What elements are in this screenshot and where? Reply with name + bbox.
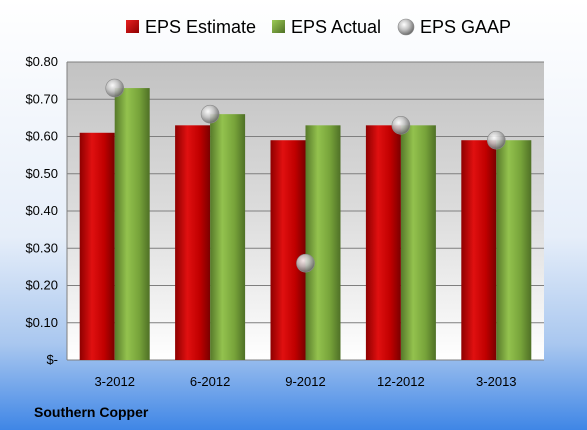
x-tick-label: 9-2012 [285, 374, 325, 389]
legend-label-gaap: EPS GAAP [420, 17, 511, 37]
bar-eps-estimate [175, 125, 211, 360]
legend: EPS Estimate EPS Actual EPS GAAP [126, 17, 511, 37]
y-tick-label: $0.30 [25, 240, 58, 255]
bar-eps-estimate [270, 140, 306, 360]
x-axis-ticks: 3-2012 6-2012 9-2012 12-2012 3-2013 [94, 374, 516, 389]
y-tick-label: $0.20 [25, 278, 58, 293]
x-tick-label: 3-2013 [476, 374, 516, 389]
point-eps-gaap [200, 104, 220, 124]
point-eps-gaap [486, 130, 506, 150]
bar-eps-estimate [365, 125, 401, 360]
x-tick-label: 6-2012 [190, 374, 230, 389]
bar-eps-estimate [461, 140, 497, 360]
y-tick-label: $0.70 [25, 91, 58, 106]
point-eps-gaap [296, 253, 315, 273]
y-tick-label: $0.60 [25, 129, 58, 144]
y-tick-label: $0.10 [25, 315, 58, 330]
y-tick-label: $0.40 [25, 203, 58, 218]
bar-eps-actual [400, 125, 436, 360]
bar-eps-actual [496, 140, 532, 360]
bar-eps-actual [305, 125, 341, 360]
bar-eps-estimate [79, 132, 115, 360]
legend-swatch-estimate [126, 20, 139, 33]
bars [79, 88, 532, 361]
y-axis-ticks: $- $0.10 $0.20 $0.30 $0.40 $0.50 $0.60 $0.70 $0.… [25, 54, 58, 367]
company-label: Southern Copper [34, 404, 149, 420]
legend-label-estimate: EPS Estimate [145, 17, 256, 37]
y-tick-label: $- [46, 352, 58, 367]
y-tick-label: $0.50 [25, 166, 58, 181]
x-tick-label: 12-2012 [377, 374, 425, 389]
point-eps-gaap [105, 78, 124, 98]
bar-eps-actual [114, 88, 150, 360]
legend-swatch-actual [272, 20, 285, 33]
point-eps-gaap [391, 116, 411, 135]
x-tick-label: 3-2012 [94, 374, 134, 389]
legend-label-actual: EPS Actual [291, 17, 381, 37]
legend-swatch-gaap [397, 18, 415, 36]
gaap-points [105, 78, 506, 273]
y-tick-label: $0.80 [25, 54, 58, 69]
bar-eps-actual [210, 114, 246, 361]
